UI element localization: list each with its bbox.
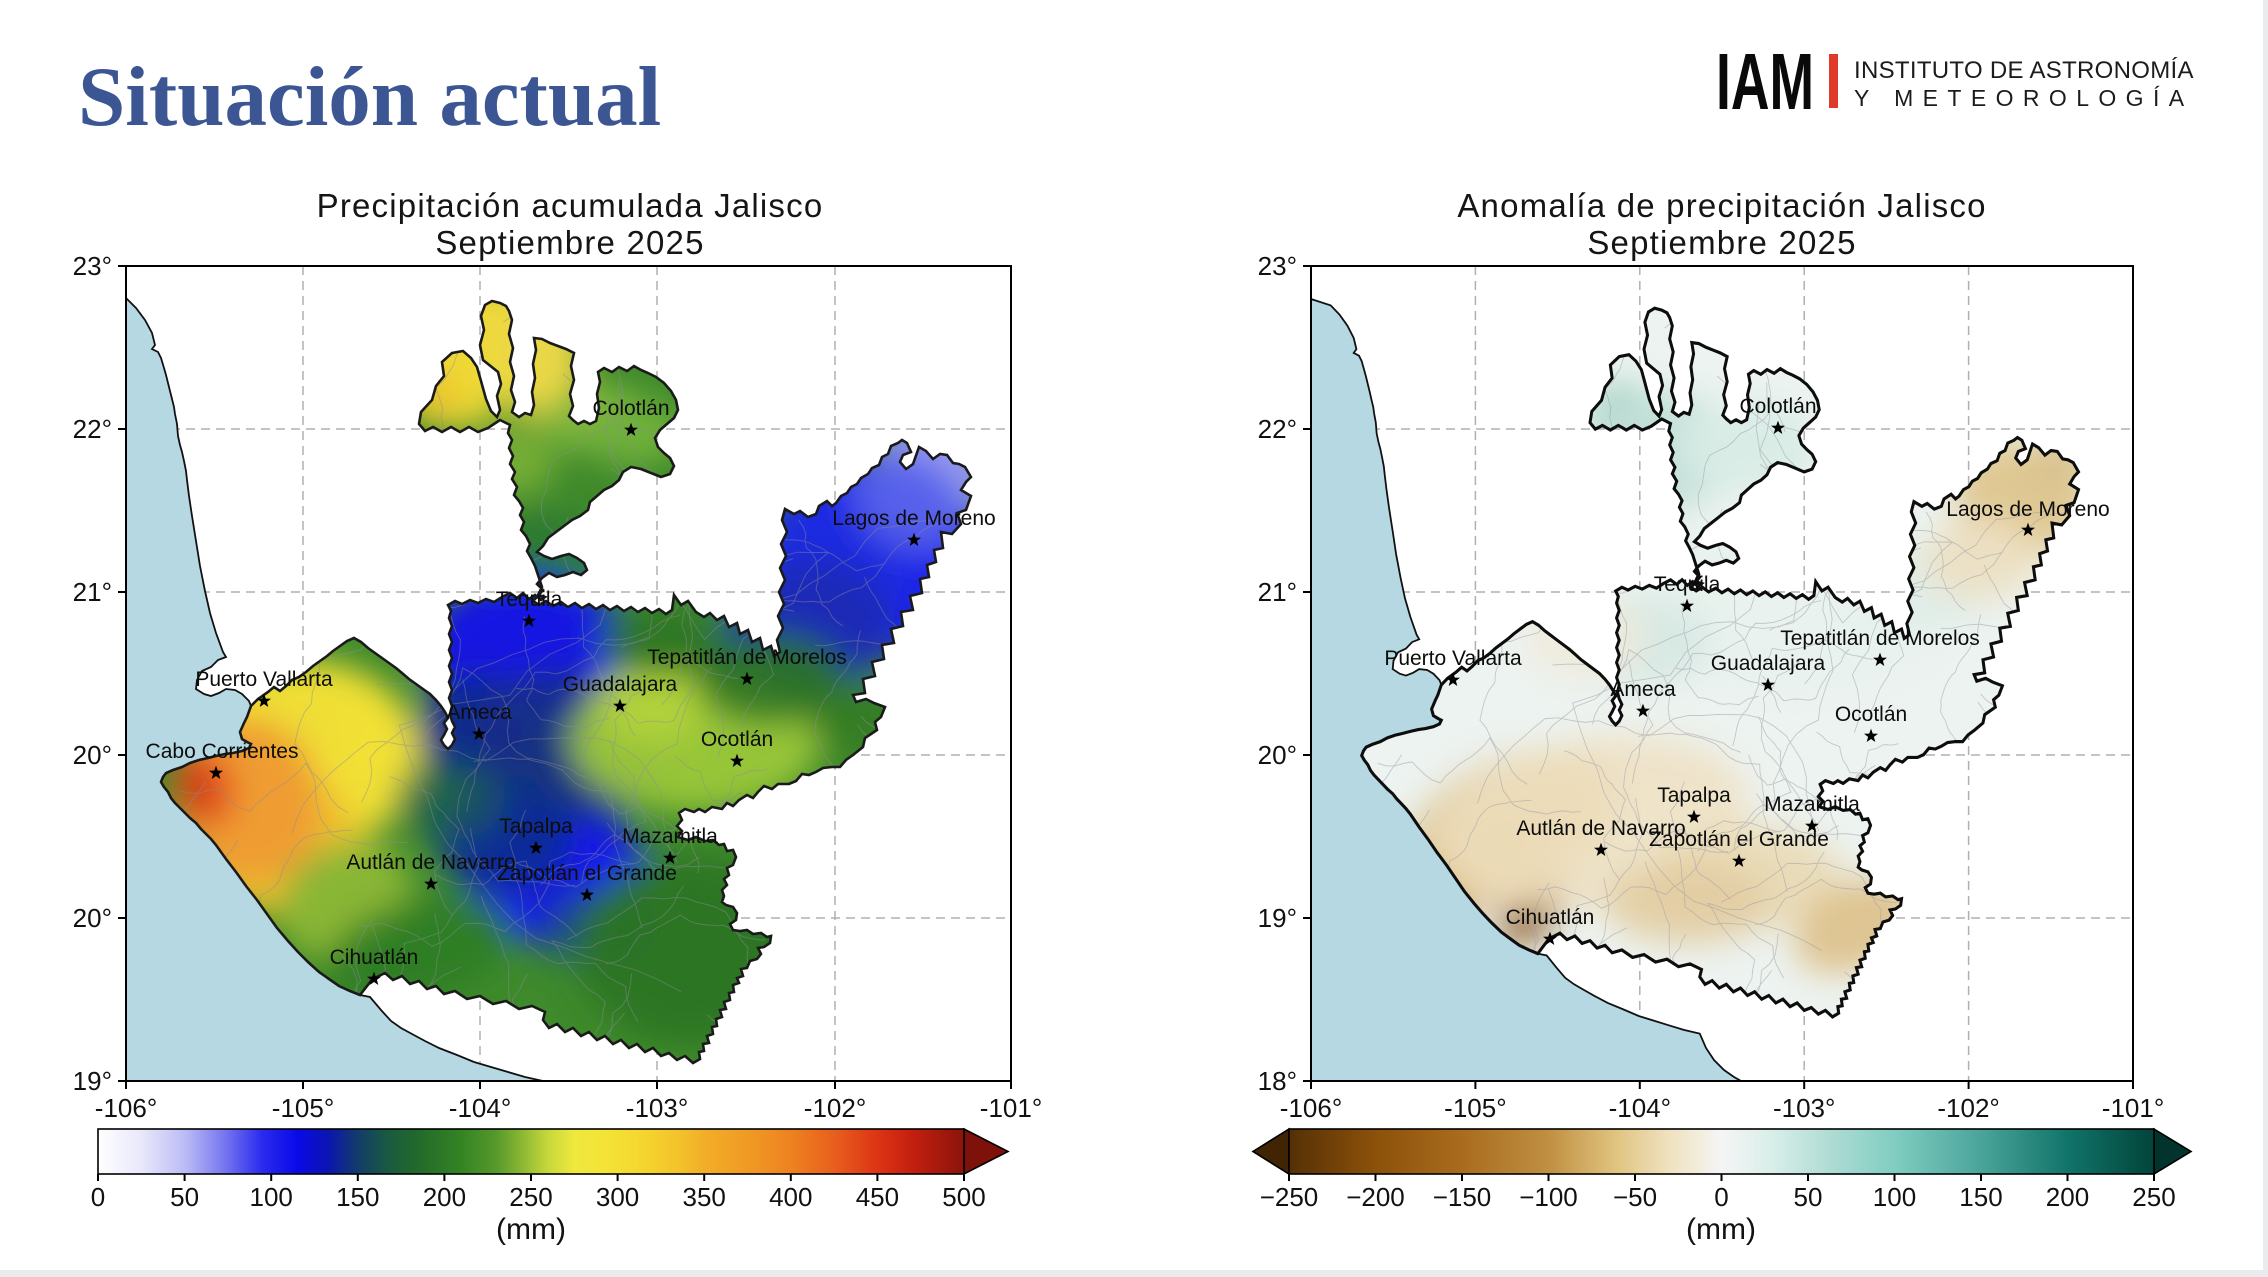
svg-text:−100: −100	[1519, 1182, 1578, 1212]
svg-text:Tequila: Tequila	[496, 588, 563, 611]
svg-text:Guadalajara: Guadalajara	[1711, 652, 1826, 675]
svg-text:Septiembre 2025: Septiembre 2025	[1587, 224, 1856, 261]
svg-text:20°: 20°	[73, 903, 112, 933]
svg-text:20°: 20°	[1258, 740, 1297, 770]
svg-text:(mm): (mm)	[1686, 1213, 1756, 1246]
svg-text:21°: 21°	[73, 577, 112, 607]
svg-text:Situación actual: Situación actual	[78, 50, 661, 144]
svg-text:Lagos de Moreno: Lagos de Moreno	[1946, 498, 2109, 521]
svg-text:Colotlán: Colotlán	[1739, 395, 1816, 418]
svg-text:IAM: IAM	[1716, 37, 1814, 126]
svg-text:Guadalajara: Guadalajara	[563, 673, 678, 696]
svg-text:Zapotlán el Grande: Zapotlán el Grande	[1649, 828, 1829, 851]
svg-text:22°: 22°	[1258, 414, 1297, 444]
svg-text:Tapalpa: Tapalpa	[499, 815, 573, 838]
svg-text:-103°: -103°	[626, 1093, 688, 1123]
svg-text:−250: −250	[1260, 1182, 1319, 1212]
svg-text:Y METEOROLOGÍA: Y METEOROLOGÍA	[1854, 85, 2194, 111]
svg-text:Colotlán: Colotlán	[592, 397, 669, 420]
svg-text:Septiembre 2025: Septiembre 2025	[435, 224, 704, 261]
svg-text:Puerto Vallarta: Puerto Vallarta	[195, 668, 333, 691]
svg-text:Tepatitlán de Morelos: Tepatitlán de Morelos	[647, 646, 847, 669]
svg-text:0: 0	[91, 1182, 105, 1212]
svg-text:400: 400	[769, 1182, 812, 1212]
svg-text:-102°: -102°	[1937, 1093, 1999, 1123]
svg-text:300: 300	[596, 1182, 639, 1212]
svg-text:-101°: -101°	[980, 1093, 1042, 1123]
svg-text:19°: 19°	[1258, 903, 1297, 933]
svg-text:Puerto Vallarta: Puerto Vallarta	[1384, 647, 1522, 670]
svg-text:-106°: -106°	[1280, 1093, 1342, 1123]
svg-text:Mazamitla: Mazamitla	[1764, 793, 1860, 816]
svg-text:Lagos de Moreno: Lagos de Moreno	[832, 507, 995, 530]
svg-text:Precipitación acumulada Jalisc: Precipitación acumulada Jalisco	[317, 187, 824, 224]
svg-text:500: 500	[942, 1182, 985, 1212]
svg-text:Tapalpa: Tapalpa	[1657, 784, 1731, 807]
svg-text:-102°: -102°	[804, 1093, 866, 1123]
svg-text:Mazamitla: Mazamitla	[622, 825, 718, 848]
svg-text:18°: 18°	[1258, 1066, 1297, 1096]
svg-text:Ocotlán: Ocotlán	[1835, 703, 1907, 726]
svg-text:−150: −150	[1433, 1182, 1492, 1212]
svg-text:20°: 20°	[73, 740, 112, 770]
svg-text:INSTITUTO DE ASTRONOMÍA: INSTITUTO DE ASTRONOMÍA	[1854, 57, 2194, 84]
svg-text:Ameca: Ameca	[1610, 678, 1676, 701]
svg-text:21°: 21°	[1258, 577, 1297, 607]
svg-text:-104°: -104°	[1609, 1093, 1671, 1123]
svg-text:150: 150	[1959, 1182, 2002, 1212]
svg-text:Zapotlán el Grande: Zapotlán el Grande	[497, 862, 677, 885]
svg-text:−50: −50	[1613, 1182, 1657, 1212]
svg-text:-103°: -103°	[1773, 1093, 1835, 1123]
svg-text:50: 50	[170, 1182, 199, 1212]
svg-text:350: 350	[683, 1182, 726, 1212]
svg-text:Tequila: Tequila	[1654, 573, 1721, 596]
svg-text:Cihuatlán: Cihuatlán	[1506, 906, 1595, 929]
svg-text:Autlán de Navarro: Autlán de Navarro	[346, 851, 515, 874]
svg-text:(mm): (mm)	[496, 1213, 566, 1246]
svg-text:−200: −200	[1346, 1182, 1405, 1212]
svg-text:450: 450	[856, 1182, 899, 1212]
svg-text:23°: 23°	[73, 251, 112, 281]
svg-text:-105°: -105°	[1444, 1093, 1506, 1123]
svg-text:150: 150	[336, 1182, 379, 1212]
svg-text:22°: 22°	[73, 414, 112, 444]
svg-text:250: 250	[2132, 1182, 2175, 1212]
svg-text:250: 250	[509, 1182, 552, 1212]
svg-text:100: 100	[250, 1182, 293, 1212]
svg-text:23°: 23°	[1258, 251, 1297, 281]
svg-text:200: 200	[423, 1182, 466, 1212]
svg-text:Ameca: Ameca	[446, 701, 512, 724]
svg-text:-105°: -105°	[272, 1093, 334, 1123]
svg-text:Autlán de Navarro: Autlán de Navarro	[1516, 817, 1685, 840]
svg-text:Tepatitlán de Morelos: Tepatitlán de Morelos	[1780, 627, 1980, 650]
svg-text:50: 50	[1794, 1182, 1823, 1212]
svg-text:-106°: -106°	[95, 1093, 157, 1123]
svg-text:Anomalía de precipitación Jali: Anomalía de precipitación Jalisco	[1457, 187, 1986, 224]
svg-text:100: 100	[1873, 1182, 1916, 1212]
svg-text:19°: 19°	[73, 1066, 112, 1096]
svg-text:200: 200	[2046, 1182, 2089, 1212]
svg-text:-104°: -104°	[449, 1093, 511, 1123]
svg-text:-101°: -101°	[2102, 1093, 2164, 1123]
svg-text:Ocotlán: Ocotlán	[701, 728, 773, 751]
svg-text:Cihuatlán: Cihuatlán	[330, 946, 419, 969]
svg-text:0: 0	[1714, 1182, 1728, 1212]
svg-text:Cabo Corrientes: Cabo Corrientes	[146, 740, 299, 763]
